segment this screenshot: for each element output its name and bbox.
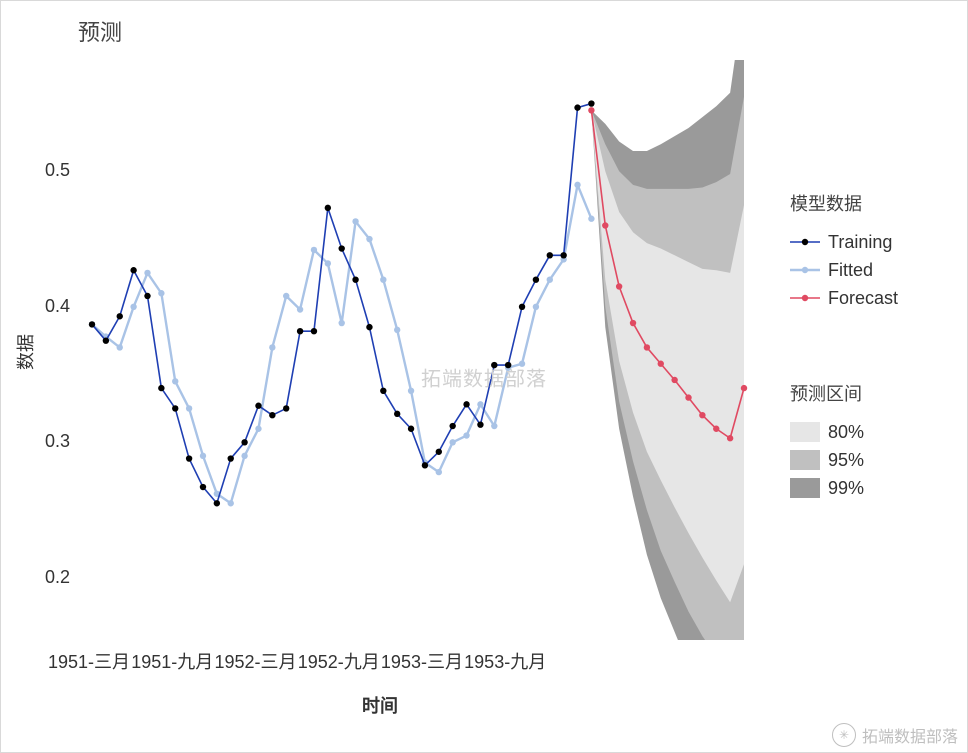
wechat-icon: ✳ [832,723,856,747]
legend-swatch [790,291,820,305]
legend-label: Fitted [828,260,873,281]
watermark-corner-text: 拓端数据部落 [862,723,958,747]
y-tick: 0.4 [30,296,70,317]
legend-swatch [790,478,820,498]
legend-item-training: Training [790,228,898,256]
y-axis-label: 数据 [12,334,38,370]
legend-intervals-title: 预测区间 [790,380,864,406]
x-tick: 1952-三月 [214,648,296,674]
legend-series-title: 模型数据 [790,190,898,216]
x-axis-label: 时间 [0,692,760,718]
legend-intervals: 预测区间 80% 95% 99% [790,380,864,502]
x-tick: 1952-九月 [298,648,380,674]
watermark-corner: ✳ 拓端数据部落 [832,723,958,747]
legend-swatch [790,422,820,442]
legend-label: Training [828,232,892,253]
y-tick: 0.2 [30,567,70,588]
legend-label: 99% [828,478,864,499]
legend-label: 80% [828,422,864,443]
legend-item-80%: 80% [790,418,864,446]
x-tick: 1951-九月 [131,648,213,674]
x-tick: 1951-三月 [48,648,130,674]
x-tick: 1953-九月 [464,648,546,674]
legend-item-fitted: Fitted [790,256,898,284]
legend-item-95%: 95% [790,446,864,474]
x-tick: 1953-三月 [381,648,463,674]
y-tick: 0.3 [30,431,70,452]
legend-label: 95% [828,450,864,471]
legend-swatch [790,263,820,277]
legend-series: 模型数据 Training Fitted Forecast [790,190,898,312]
legend-swatch [790,450,820,470]
legend-item-99%: 99% [790,474,864,502]
legend-label: Forecast [828,288,898,309]
y-tick: 0.5 [30,160,70,181]
chart-title: 预测 [78,15,122,47]
legend-swatch [790,235,820,249]
plot-area [78,60,758,640]
legend-item-forecast: Forecast [790,284,898,312]
